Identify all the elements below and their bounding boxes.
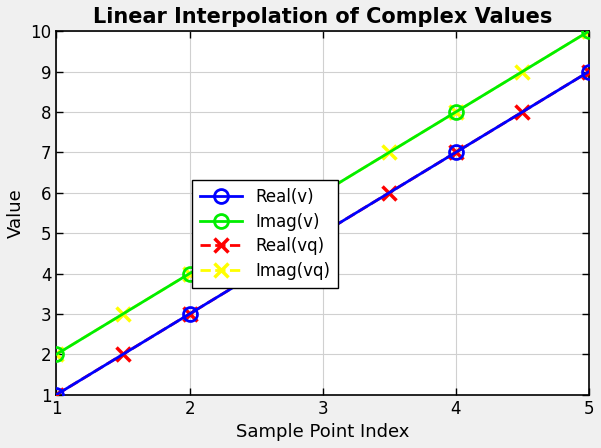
Imag(v) — [585, 29, 593, 34]
Line: Imag(vq): Imag(vq) — [49, 24, 596, 361]
Imag(v) — [319, 190, 326, 195]
Imag(vq) — [519, 69, 526, 74]
Imag(v) — [186, 271, 193, 276]
Imag(v) — [452, 109, 459, 115]
Real(vq) — [519, 109, 526, 115]
Line: Imag(v): Imag(v) — [49, 24, 596, 361]
Imag(vq) — [585, 29, 593, 34]
Real(v) — [53, 392, 60, 397]
Real(v) — [186, 311, 193, 317]
Line: Real(v): Real(v) — [49, 65, 596, 401]
Real(vq) — [53, 392, 60, 397]
Real(vq) — [252, 271, 260, 276]
Real(vq) — [319, 230, 326, 236]
Real(v) — [319, 230, 326, 236]
Real(v) — [585, 69, 593, 74]
Y-axis label: Value: Value — [7, 188, 25, 238]
Imag(vq) — [120, 311, 127, 317]
Imag(vq) — [386, 150, 393, 155]
Title: Linear Interpolation of Complex Values: Linear Interpolation of Complex Values — [93, 7, 552, 27]
Imag(vq) — [53, 352, 60, 357]
X-axis label: Sample Point Index: Sample Point Index — [236, 423, 409, 441]
Line: Real(vq): Real(vq) — [49, 65, 596, 401]
Real(vq) — [452, 150, 459, 155]
Real(vq) — [585, 69, 593, 74]
Imag(vq) — [319, 190, 326, 195]
Legend: Real(v), Imag(v), Real(vq), Imag(vq): Real(v), Imag(v), Real(vq), Imag(vq) — [192, 180, 338, 288]
Real(v) — [452, 150, 459, 155]
Imag(vq) — [186, 271, 193, 276]
Real(vq) — [386, 190, 393, 195]
Real(vq) — [186, 311, 193, 317]
Real(vq) — [120, 352, 127, 357]
Imag(vq) — [252, 230, 260, 236]
Imag(v) — [53, 352, 60, 357]
Imag(vq) — [452, 109, 459, 115]
